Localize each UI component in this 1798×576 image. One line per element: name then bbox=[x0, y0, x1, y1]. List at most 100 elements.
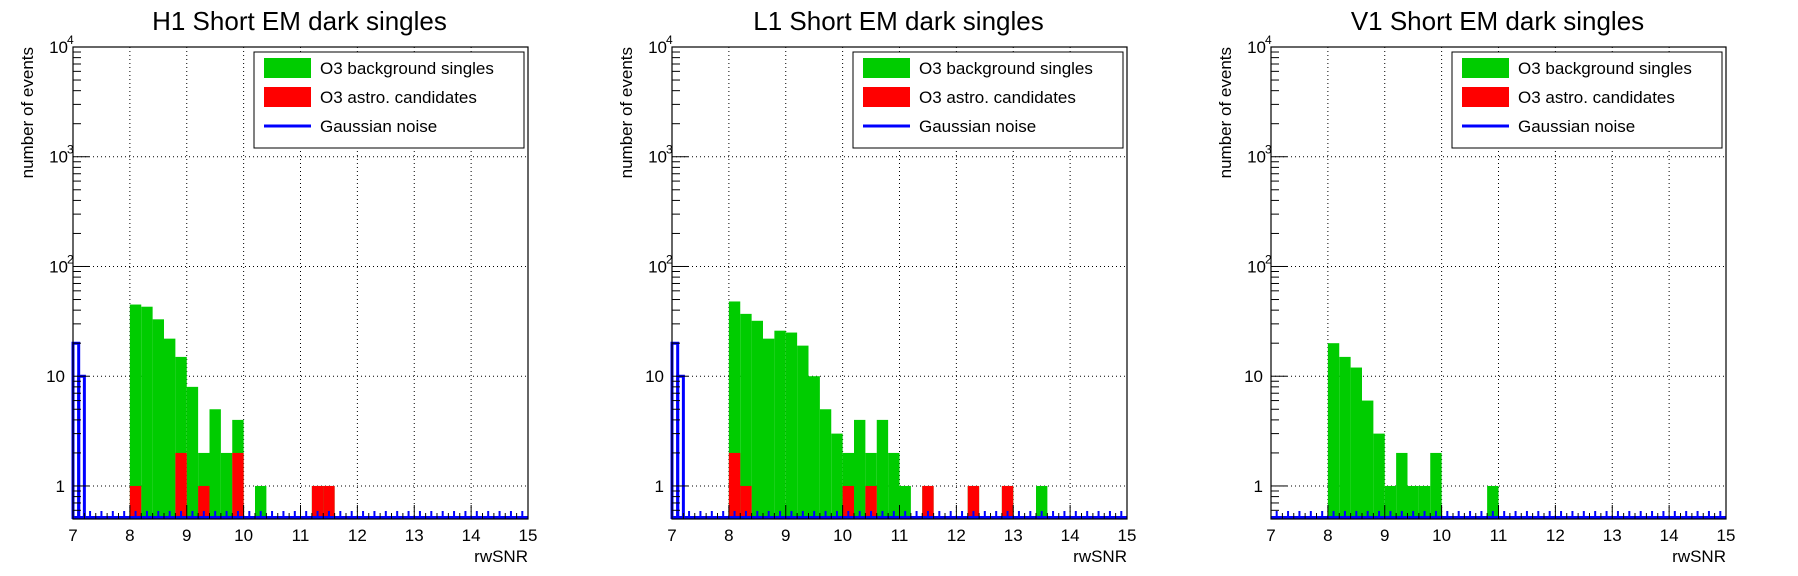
legend-label: O3 astro. candidates bbox=[320, 88, 477, 107]
y-tick-label: 10 bbox=[1247, 257, 1266, 276]
histogram-bar bbox=[198, 485, 210, 519]
histogram-bar bbox=[808, 376, 820, 519]
x-tick-label: 11 bbox=[292, 526, 310, 545]
y-tick-label: 10 bbox=[1247, 38, 1266, 57]
histogram-bar bbox=[1487, 485, 1499, 519]
histogram-bar bbox=[876, 419, 889, 519]
histogram-bar bbox=[763, 338, 775, 519]
histogram-bar bbox=[1036, 485, 1048, 519]
histogram-bar bbox=[129, 304, 142, 519]
x-tick-label: 10 bbox=[1432, 526, 1451, 545]
histogram-bar bbox=[967, 485, 980, 519]
legend-label: O3 astro. candidates bbox=[1518, 88, 1675, 107]
grid bbox=[672, 47, 1127, 519]
y-tick-label: 10 bbox=[1244, 367, 1263, 386]
y-tick-exponent: 4 bbox=[67, 33, 74, 47]
y-tick-exponent: 4 bbox=[666, 33, 673, 47]
legend-swatch bbox=[264, 58, 311, 78]
x-tick-label: 14 bbox=[1660, 526, 1679, 545]
x-tick-label: 7 bbox=[1266, 526, 1275, 545]
legend-label: O3 background singles bbox=[320, 59, 494, 78]
chart-title: V1 Short EM dark singles bbox=[1350, 6, 1645, 36]
histogram-bar bbox=[797, 345, 809, 519]
chart-title: H1 Short EM dark singles bbox=[152, 6, 447, 36]
x-tick-label: 12 bbox=[348, 526, 367, 545]
histogram-bar bbox=[842, 485, 854, 519]
histogram-bar bbox=[922, 485, 934, 519]
histogram-bar bbox=[831, 433, 843, 519]
histogram-bar bbox=[1407, 485, 1419, 519]
x-tick-label: 11 bbox=[1490, 526, 1508, 545]
y-tick-exponent: 2 bbox=[1265, 252, 1272, 266]
histogram-bar bbox=[255, 485, 267, 519]
histogram-bar bbox=[323, 485, 335, 519]
series-o3-astro-candidates bbox=[129, 452, 335, 519]
y-tick-label: 10 bbox=[49, 148, 68, 167]
x-axis-label: rwSNR bbox=[1073, 547, 1127, 566]
y-tick-label: 10 bbox=[648, 148, 667, 167]
histogram-bar bbox=[311, 485, 324, 519]
histogram-bar bbox=[1430, 452, 1442, 519]
x-tick-label: 12 bbox=[1546, 526, 1565, 545]
histogram-bar bbox=[842, 452, 854, 519]
x-tick-label: 10 bbox=[234, 526, 253, 545]
y-axis-label: number of events bbox=[617, 47, 636, 178]
y-axis-label: number of events bbox=[1216, 47, 1235, 178]
y-tick-exponent: 3 bbox=[67, 143, 74, 157]
y-tick-exponent: 3 bbox=[1265, 143, 1272, 157]
legend: O3 background singles O3 astro. candidate… bbox=[253, 51, 525, 149]
x-tick-label: 8 bbox=[724, 526, 733, 545]
y-tick-label: 10 bbox=[645, 367, 664, 386]
y-tick-exponent: 3 bbox=[666, 143, 673, 157]
step-bin bbox=[77, 374, 86, 519]
x-tick-label: 13 bbox=[405, 526, 424, 545]
chart-panel-v1: V1 Short EM dark singles 7 8 9 10 11 12 13 14 15… bbox=[1198, 0, 1797, 576]
x-tick-label: 8 bbox=[125, 526, 134, 545]
x-axis: 7 8 9 10 11 12 13 14 15 rwSNR bbox=[667, 505, 1136, 566]
legend-label: Gaussian noise bbox=[320, 117, 437, 136]
series-o3-background-singles bbox=[728, 301, 1048, 519]
x-tick-label: 15 bbox=[1118, 526, 1137, 545]
y-tick-exponent: 2 bbox=[67, 252, 74, 266]
histogram-bar bbox=[1339, 356, 1351, 519]
legend-label: O3 background singles bbox=[1518, 59, 1692, 78]
histogram-bar bbox=[728, 301, 741, 519]
y-tick-label: 1 bbox=[56, 477, 65, 496]
x-tick-label: 7 bbox=[68, 526, 77, 545]
histogram-bar bbox=[198, 452, 210, 519]
histogram-bar bbox=[899, 485, 911, 519]
x-tick-label: 8 bbox=[1323, 526, 1332, 545]
histogram-bar bbox=[819, 409, 832, 519]
histogram-bar bbox=[740, 313, 752, 519]
chart-panel-h1: H1 Short EM dark singles 7 8 9 10 11 12 13 14 15… bbox=[0, 0, 599, 576]
x-tick-label: 9 bbox=[1380, 526, 1389, 545]
histogram-bar bbox=[141, 306, 153, 519]
histogram-bar bbox=[1418, 485, 1431, 519]
x-axis: 7 8 9 10 11 12 13 14 15 rwSNR bbox=[1266, 505, 1735, 566]
grid bbox=[1271, 47, 1726, 519]
x-tick-label: 7 bbox=[667, 526, 676, 545]
legend-swatch bbox=[863, 87, 910, 107]
legend: O3 background singles O3 astro. candidate… bbox=[852, 51, 1124, 149]
x-axis-label: rwSNR bbox=[474, 547, 528, 566]
legend-label: O3 astro. candidates bbox=[919, 88, 1076, 107]
step-bin bbox=[676, 374, 685, 519]
histogram-bar bbox=[854, 419, 866, 519]
legend-label: O3 background singles bbox=[919, 59, 1093, 78]
legend-label: Gaussian noise bbox=[1518, 117, 1635, 136]
legend-swatch bbox=[863, 58, 910, 78]
series-o3-background-singles bbox=[1327, 343, 1499, 519]
chart-title: L1 Short EM dark singles bbox=[753, 6, 1044, 36]
histogram-bar bbox=[1362, 400, 1374, 519]
legend-label: Gaussian noise bbox=[919, 117, 1036, 136]
histogram-bar bbox=[152, 319, 164, 519]
x-axis-label: rwSNR bbox=[1672, 547, 1726, 566]
x-tick-label: 11 bbox=[891, 526, 909, 545]
legend-swatch bbox=[264, 87, 311, 107]
y-tick-label: 1 bbox=[1254, 477, 1263, 496]
y-tick-exponent: 4 bbox=[1265, 33, 1272, 47]
histogram-bar bbox=[1396, 452, 1408, 519]
